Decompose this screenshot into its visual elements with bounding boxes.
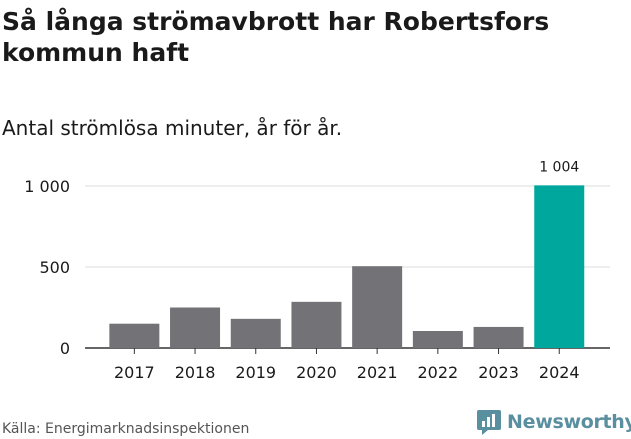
chart-title: Så långa strömavbrott har Robertsfors ko… xyxy=(2,7,550,67)
x-tick-label: 2022 xyxy=(417,363,458,382)
x-tick-label: 2023 xyxy=(478,363,519,382)
x-tick-label: 2018 xyxy=(175,363,216,382)
data-labels: 1 004 xyxy=(539,159,579,175)
bar-2020 xyxy=(291,301,342,348)
source-note: Källa: Energimarknadsinspektionen xyxy=(2,421,250,437)
data-label-2024: 1 004 xyxy=(539,159,579,175)
bars xyxy=(109,185,585,348)
y-tick-label: 1 000 xyxy=(24,177,70,196)
x-tick-label: 2019 xyxy=(235,363,276,382)
bar-2017 xyxy=(109,323,160,348)
y-tick-label: 500 xyxy=(39,258,70,277)
newsworthy-logo-icon xyxy=(477,410,501,435)
bar-2023 xyxy=(473,326,524,348)
x-tick-label: 2017 xyxy=(114,363,155,382)
x-tick-label: 2020 xyxy=(296,363,337,382)
x-axis-ticks: 2017 2018 2019 2020 2021 2022 2023 2024 xyxy=(114,348,580,382)
gridlines xyxy=(85,185,610,349)
bar-2022 xyxy=(412,330,463,348)
brand-name: Newsworthy xyxy=(507,411,631,433)
bar-2024 xyxy=(534,185,585,348)
y-axis-ticks: 0 500 1 000 xyxy=(24,177,70,358)
x-tick-label: 2024 xyxy=(539,363,580,382)
y-tick-label: 0 xyxy=(60,339,70,358)
chart-subtitle: Antal strömlösa minuter, år för år. xyxy=(2,116,343,140)
bar-2021 xyxy=(352,266,403,348)
x-tick-label: 2021 xyxy=(357,363,398,382)
bar-2019 xyxy=(230,318,281,348)
brand-logo: Newsworthy xyxy=(476,408,631,436)
bar-2018 xyxy=(170,307,221,348)
